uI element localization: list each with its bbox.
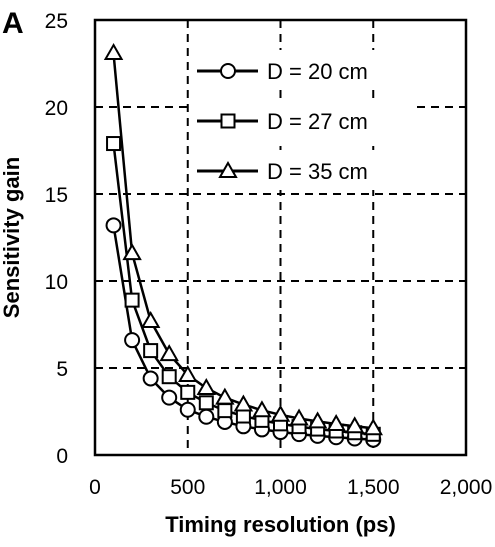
- series-triangle: [103, 43, 383, 436]
- data-point-square: [217, 403, 233, 419]
- data-point-square: [106, 136, 122, 152]
- x-tick-label: 2,000: [440, 476, 493, 499]
- data-point-circle: [198, 408, 215, 425]
- legend: D = 20 cm D = 27 cm D = 35 cm: [193, 50, 415, 190]
- grid-lines: [95, 20, 466, 455]
- data-point-square: [180, 384, 196, 400]
- x-axis-title: Timing resolution (ps): [165, 512, 396, 537]
- legend-marker-triangle: [218, 160, 238, 178]
- y-axis-title: Sensitivity gain: [0, 157, 24, 318]
- x-tick-label: 1,000: [254, 476, 307, 499]
- data-point-square: [124, 292, 140, 308]
- data-point-triangle: [196, 377, 217, 396]
- legend-marker-circle: [220, 63, 236, 79]
- data-point-triangle: [233, 394, 254, 412]
- y-tick-label: 10: [45, 271, 68, 294]
- legend-item: D = 35 cm: [193, 150, 415, 190]
- panel-label: A: [2, 7, 24, 40]
- x-tick-label: 0: [89, 476, 101, 499]
- data-point-square: [161, 369, 177, 385]
- y-tick-label: 15: [45, 184, 68, 207]
- x-tick-label: 500: [170, 476, 205, 499]
- data-point-triangle: [307, 411, 328, 429]
- data-point-triangle: [103, 43, 124, 61]
- legend-item: D = 20 cm: [193, 50, 415, 90]
- data-point-circle: [142, 370, 159, 387]
- legend-label: D = 35 cm: [267, 159, 368, 184]
- data-point-triangle: [140, 311, 161, 329]
- data-point-triangle: [270, 404, 291, 422]
- plot-frame: [93, 18, 468, 457]
- data-point-square: [143, 343, 159, 359]
- data-point-triangle: [344, 416, 365, 434]
- data-point-triangle: [252, 400, 272, 418]
- data-point-triangle: [363, 418, 383, 436]
- data-point-triangle: [326, 414, 346, 432]
- y-tick-label: 20: [45, 97, 68, 120]
- series-layer: [103, 43, 383, 448]
- data-point-circle: [179, 401, 196, 418]
- data-point-triangle: [159, 344, 179, 362]
- data-point-triangle: [289, 408, 309, 426]
- data-point-triangle: [215, 387, 235, 405]
- data-point-triangle: [122, 243, 142, 261]
- data-point-circle: [161, 389, 178, 406]
- legend-item: D = 27 cm: [193, 100, 415, 140]
- y-tick-label: 5: [56, 358, 68, 381]
- data-point-square: [198, 395, 214, 411]
- y-tick-label: 25: [45, 10, 68, 33]
- legend-label: D = 20 cm: [267, 59, 368, 84]
- tick-labels: 0 500 1,000 1,500 2,000 0 5 10 15 20 25: [45, 10, 493, 499]
- legend-label: D = 27 cm: [267, 109, 368, 134]
- data-point-triangle: [178, 364, 198, 382]
- data-point-circle: [124, 332, 141, 349]
- legend-marker-square: [220, 113, 236, 129]
- x-tick-label: 1,500: [347, 476, 400, 499]
- data-point-circle: [105, 217, 122, 234]
- y-tick-label: 0: [56, 445, 68, 468]
